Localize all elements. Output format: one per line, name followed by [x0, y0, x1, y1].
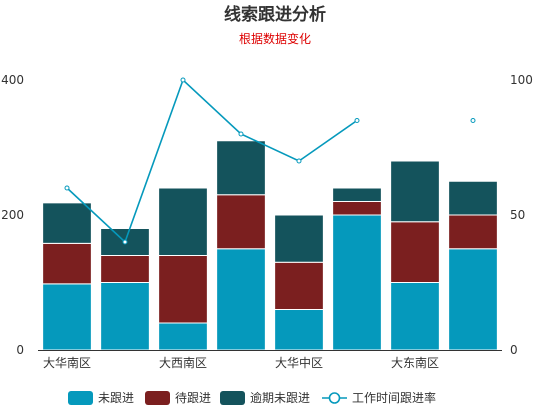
bar-1-7[interactable] — [390, 282, 440, 351]
legend-label-4[interactable]: 工作时间跟进率 — [352, 390, 436, 405]
y-right-tick-label: 100 — [510, 73, 533, 87]
y-left-tick-label: 0 — [16, 343, 24, 357]
line-point-5[interactable] — [296, 158, 302, 164]
bar-3-4[interactable] — [216, 140, 266, 196]
bar-3-6[interactable] — [332, 187, 382, 202]
x-tick-label: 大东南区 — [391, 355, 439, 370]
line-point-4[interactable] — [238, 131, 244, 137]
bar-2-2[interactable] — [100, 255, 150, 283]
bar-2-5[interactable] — [274, 261, 324, 310]
bar-2-4[interactable] — [216, 194, 266, 250]
x-tick-label: 大华中区 — [275, 355, 323, 370]
bar-1-5[interactable] — [274, 309, 324, 351]
x-tick-label: 大西南区 — [159, 355, 207, 370]
legend-swatch-3[interactable] — [220, 391, 245, 405]
bar-3-8[interactable] — [448, 180, 498, 216]
bar-layer — [42, 140, 498, 351]
legend-swatch-2[interactable] — [145, 391, 170, 405]
legend-swatch-1[interactable] — [68, 391, 93, 405]
legend-label-2[interactable]: 待跟进 — [175, 391, 211, 405]
y-right-tick-label: 0 — [510, 343, 518, 357]
bar-1-4[interactable] — [216, 248, 266, 351]
bar-2-3[interactable] — [158, 255, 208, 324]
line-point-1[interactable] — [64, 185, 70, 191]
line-segment-1 — [66, 78, 358, 244]
legend-label-1[interactable]: 未跟进 — [98, 391, 134, 405]
chart-subtitle: 根据数据变化 — [239, 31, 311, 46]
bar-3-1[interactable] — [42, 202, 92, 244]
bar-1-2[interactable] — [100, 282, 150, 351]
bar-1-6[interactable] — [332, 214, 382, 351]
bar-3-5[interactable] — [274, 214, 324, 263]
bar-3-7[interactable] — [390, 160, 440, 223]
line-point-3[interactable] — [180, 77, 186, 83]
y-left-tick-label: 400 — [1, 73, 24, 87]
chart-title: 线索跟进分析 — [224, 4, 326, 25]
bar-2-7[interactable] — [390, 221, 440, 283]
x-tick-label: 大华南区 — [43, 355, 91, 370]
axes-layer: 0 200 400 0 50 100 大华南区 大西南区 大华中区 大东南区 — [1, 73, 533, 370]
legend-circle-icon[interactable] — [328, 392, 341, 404]
y-right-tick-label: 50 — [510, 208, 525, 222]
legend-label-3[interactable]: 逾期未跟进 — [250, 390, 310, 405]
line-point-6[interactable] — [354, 118, 360, 123]
line-point-2[interactable] — [122, 239, 128, 245]
legend: 未跟进 待跟进 逾期未跟进 工作时间跟进率 — [68, 390, 436, 405]
bar-2-8[interactable] — [448, 214, 498, 250]
bar-2-1[interactable] — [42, 242, 92, 285]
bar-1-8[interactable] — [448, 248, 498, 351]
line-layer — [64, 77, 476, 245]
bar-1-3[interactable] — [158, 322, 208, 351]
bar-2-6[interactable] — [332, 201, 382, 216]
line-point-8[interactable] — [470, 118, 476, 123]
bar-1-1[interactable] — [42, 283, 92, 351]
y-left-tick-label: 200 — [1, 208, 24, 222]
bar-3-3[interactable] — [158, 187, 208, 256]
